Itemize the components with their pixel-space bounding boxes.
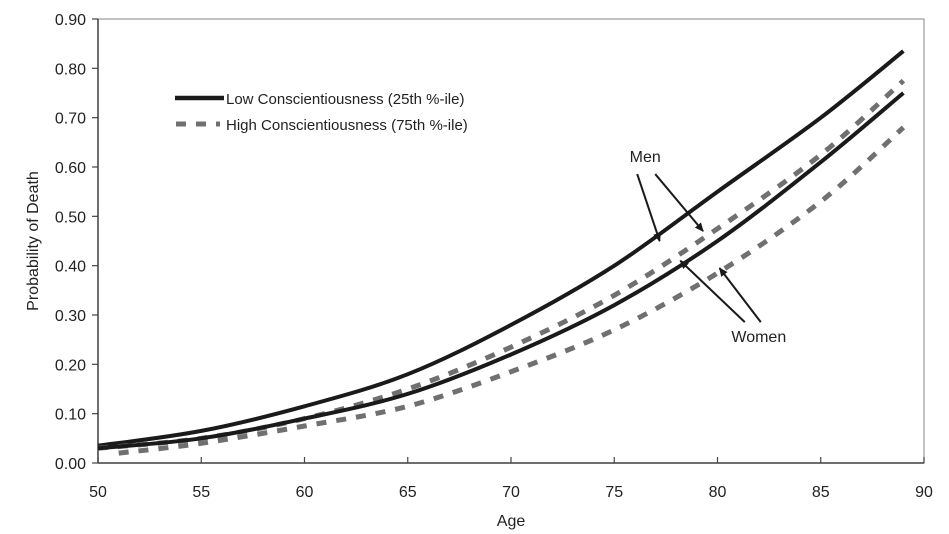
x-tick-label: 90 xyxy=(915,484,933,501)
x-tick-label: 80 xyxy=(709,484,727,501)
x-tick-label: 75 xyxy=(605,484,623,501)
series-layer xyxy=(97,49,906,456)
annotations: Men Women xyxy=(630,149,787,346)
x-tick-label: 85 xyxy=(812,484,830,501)
y-tick-label: 0.10 xyxy=(55,407,86,424)
legend-label-high: High Conscientiousness (75th %-ile) xyxy=(226,117,468,134)
annotation-arrow xyxy=(654,173,704,232)
legend-label-low: Low Conscientiousness (25th %-ile) xyxy=(226,91,464,108)
series-line-men-high xyxy=(97,78,906,451)
annotation-men: Men xyxy=(630,149,661,166)
series-line-women-low xyxy=(97,91,905,451)
y-tick-label: 0.40 xyxy=(55,259,86,276)
annotation-women: Women xyxy=(731,329,786,346)
y-tick-label: 0.00 xyxy=(55,456,86,473)
y-tick-label: 0.70 xyxy=(55,111,86,128)
plot-frame xyxy=(97,18,925,464)
series-line-women-high xyxy=(118,125,906,456)
x-tick-label: 60 xyxy=(296,484,314,501)
x-axis: 50 55 60 65 70 75 80 85 90 xyxy=(89,457,933,501)
x-axis-title: Age xyxy=(497,513,526,530)
x-tick-label: 55 xyxy=(192,484,210,501)
annotation-arrow xyxy=(636,173,661,242)
plot-border xyxy=(97,18,925,464)
y-axis: 0.00 0.10 0.20 0.30 0.40 0.50 0.60 0.70 0.80 0.90 xyxy=(55,12,98,473)
annotation-arrow xyxy=(679,260,746,323)
y-axis-title: Probability of Death xyxy=(25,171,42,311)
y-tick-label: 0.30 xyxy=(55,308,86,325)
legend: Low Conscientiousness (25th %-ile) High … xyxy=(175,91,468,134)
x-tick-label: 50 xyxy=(89,484,107,501)
x-tick-label: 65 xyxy=(399,484,417,501)
x-tick-label: 70 xyxy=(502,484,520,501)
y-tick-label: 0.80 xyxy=(55,61,86,78)
y-tick-label: 0.50 xyxy=(55,209,86,226)
y-tick-label: 0.20 xyxy=(55,357,86,374)
y-tick-label: 0.90 xyxy=(55,12,86,29)
y-tick-label: 0.60 xyxy=(55,160,86,177)
series-line-men-low xyxy=(97,49,905,448)
annotation-arrow xyxy=(718,267,762,323)
